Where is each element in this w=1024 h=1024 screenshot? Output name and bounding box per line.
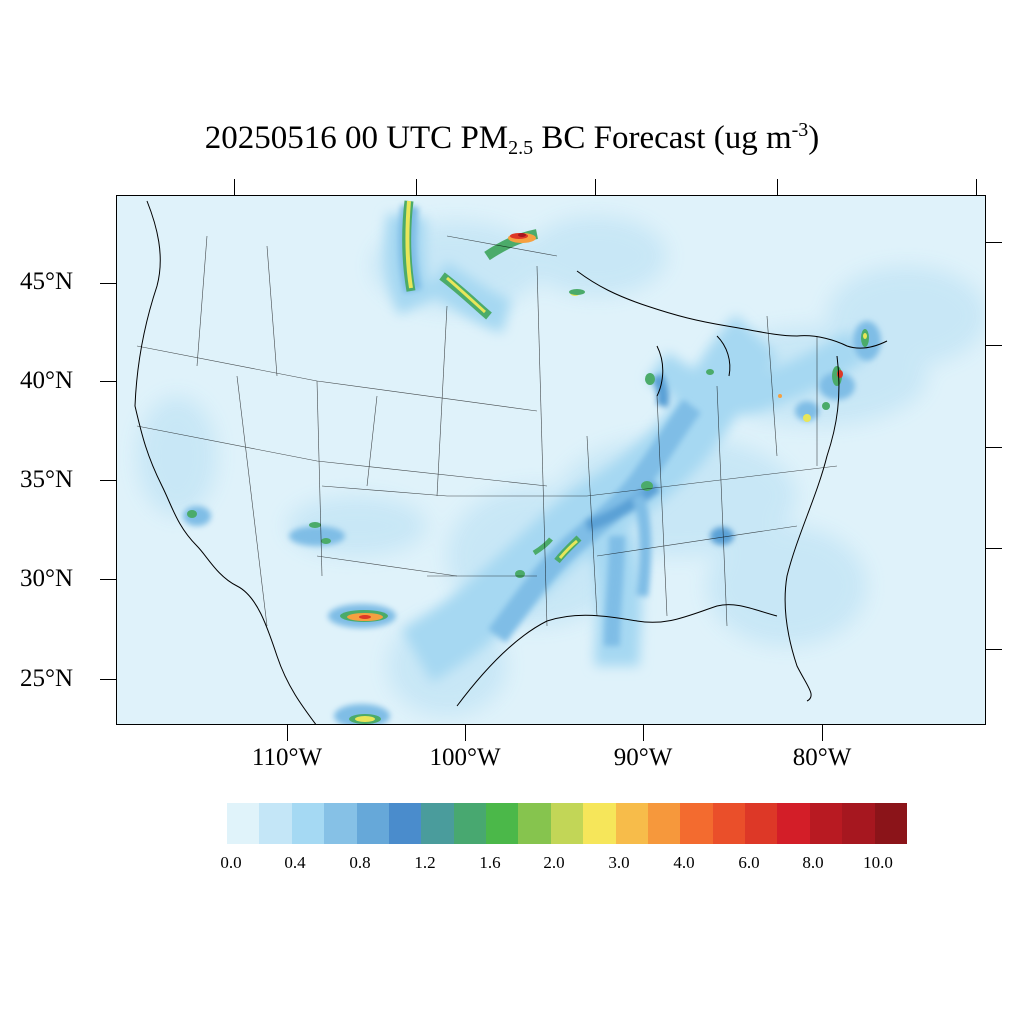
- lat-label-25: 25°N: [20, 665, 74, 692]
- map-svg: [117, 196, 985, 724]
- bottom-tick: [822, 725, 823, 741]
- colorbar-label: 8.0: [802, 853, 824, 872]
- bottom-tick: [643, 725, 644, 741]
- colorbar-swatch: [356, 803, 389, 844]
- title-prefix: 20250516 00 UTC PM: [204, 120, 509, 156]
- colorbar-swatch: [842, 803, 875, 844]
- top-tick: [416, 179, 417, 195]
- left-tick: [100, 579, 116, 580]
- left-tick: [100, 480, 116, 481]
- right-tick: [986, 242, 1002, 243]
- colorbar-label: 0.8: [349, 853, 371, 872]
- colorbar-swatch: [809, 803, 843, 844]
- colorbar-label: 0.4: [284, 853, 306, 872]
- colorbar-swatch: [324, 803, 357, 844]
- colorbar-swatch: [680, 803, 713, 844]
- map-area[interactable]: [116, 195, 986, 725]
- title-middle: BC Forecast (ug m: [533, 120, 792, 156]
- left-tick: [100, 679, 116, 680]
- lat-label-45: 45°N: [20, 268, 74, 295]
- top-tick: [976, 179, 977, 195]
- lat-label-40: 40°N: [20, 367, 74, 394]
- lat-label-35: 35°N: [20, 466, 74, 493]
- right-tick: [986, 345, 1002, 346]
- top-tick: [777, 179, 778, 195]
- lon-label-110w: 110°W: [251, 744, 323, 771]
- state-boundaries: [136, 235, 838, 627]
- colorbar-swatch: [453, 803, 486, 844]
- colorbar-swatch: [874, 803, 907, 844]
- title-superscript: -3: [791, 119, 809, 141]
- top-tick: [595, 179, 596, 195]
- title-suffix: ): [808, 120, 820, 156]
- colorbar-swatch: [518, 803, 551, 844]
- colorbar-swatch: [615, 803, 648, 844]
- colorbar-swatch: [259, 803, 292, 844]
- colorbar-swatch: [291, 803, 325, 844]
- lon-label-80w: 80°W: [792, 744, 852, 771]
- top-tick: [234, 179, 235, 195]
- colorbar-label: 2.0: [543, 853, 565, 872]
- colorbar-swatch: [745, 803, 778, 844]
- colorbar-label: 0.0: [220, 853, 242, 872]
- colorbar-label: 6.0: [738, 853, 760, 872]
- colorbar-label: 1.6: [479, 853, 501, 872]
- coastlines: [134, 200, 888, 724]
- colorbar-swatch: [550, 803, 584, 844]
- colorbar-label: 4.0: [673, 853, 695, 872]
- left-tick: [100, 381, 116, 382]
- colorbar-swatch: [777, 803, 810, 844]
- bottom-tick: [465, 725, 466, 741]
- colorbar-swatch: [388, 803, 422, 844]
- right-tick: [986, 548, 1002, 549]
- bottom-tick: [287, 725, 288, 741]
- colorbar-swatch: [227, 803, 260, 844]
- colorbar-swatch: [486, 803, 519, 844]
- colorbar-label: 10.0: [863, 853, 893, 872]
- map-title: 20250516 00 UTC PM2.5 BC Forecast (ug m-…: [0, 119, 1024, 159]
- right-tick: [986, 447, 1002, 448]
- title-subscript: 2.5: [508, 137, 534, 159]
- colorbar-swatch: [647, 803, 681, 844]
- left-tick: [100, 283, 116, 284]
- lon-label-100w: 100°W: [429, 744, 501, 771]
- colorbar-label: 1.2: [414, 853, 436, 872]
- lat-label-30: 30°N: [20, 565, 74, 592]
- colorbar-label: 3.0: [608, 853, 630, 872]
- colorbar-swatch: [583, 803, 616, 844]
- lon-label-90w: 90°W: [613, 744, 673, 771]
- colorbar: [227, 803, 907, 844]
- colorbar-swatch: [712, 803, 745, 844]
- colorbar-swatch: [421, 803, 454, 844]
- right-tick: [986, 649, 1002, 650]
